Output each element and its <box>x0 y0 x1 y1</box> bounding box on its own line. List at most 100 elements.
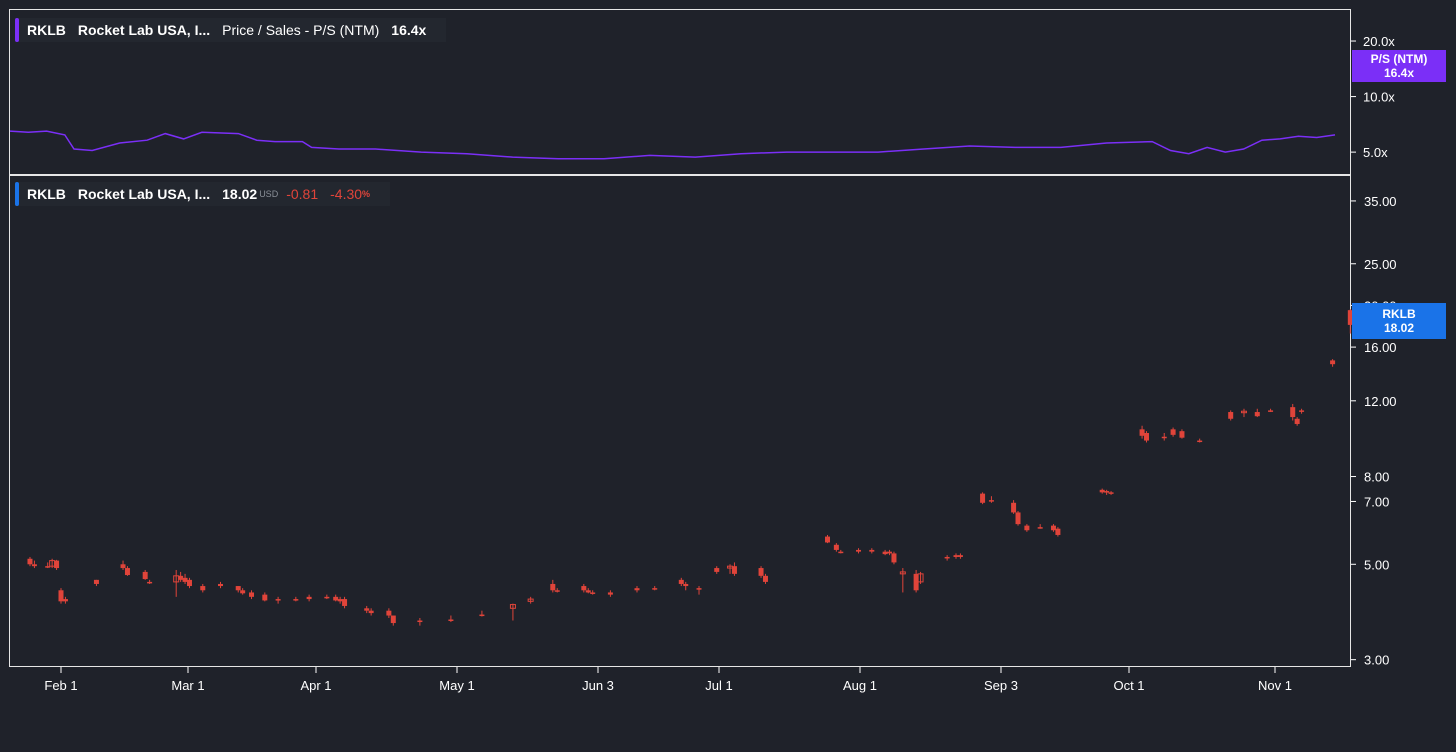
candle-body <box>417 620 423 623</box>
price-axis-label: 5.00 <box>1364 557 1389 572</box>
candle-body <box>120 564 126 569</box>
candle-body <box>186 579 192 587</box>
candle-body <box>1228 412 1234 419</box>
candle-body <box>731 566 737 574</box>
candle-body <box>899 571 906 575</box>
price-chart-pane[interactable]: RKLB Rocket Lab USA, I... 18.02 USD -0.8… <box>9 175 1351 667</box>
candle-body <box>652 588 658 590</box>
candle-body <box>293 599 299 601</box>
candle-body <box>368 610 374 614</box>
candle-body <box>1240 410 1247 414</box>
price-axis-label: 7.00 <box>1364 494 1389 509</box>
candle-body <box>178 575 184 580</box>
date-axis-label: Sep 3 <box>984 678 1018 693</box>
ps-axis-label: 20.0x <box>1363 34 1395 49</box>
date-axis-label: Apr 1 <box>300 678 331 693</box>
ps-chart-pane[interactable]: RKLB Rocket Lab USA, I... Price / Sales … <box>9 9 1351 175</box>
candle-body <box>825 536 831 543</box>
candle-body <box>1104 491 1110 493</box>
candle-body <box>93 579 99 584</box>
candle-body <box>62 599 68 602</box>
candle-body <box>1330 360 1336 365</box>
candle-body <box>240 590 246 594</box>
candle-body <box>634 588 640 591</box>
candle-body <box>1037 527 1043 529</box>
candle-body <box>390 615 396 624</box>
candle-body <box>891 553 897 563</box>
candle-body <box>833 544 839 550</box>
candle-body <box>479 614 485 617</box>
candle-body <box>527 598 534 602</box>
candle-body <box>218 583 224 587</box>
price-legend-currency: USD <box>259 189 279 199</box>
ps-series-color-marker <box>15 18 19 42</box>
ps-line-series <box>9 130 1336 160</box>
date-axis-label: Aug 1 <box>843 678 877 693</box>
candle-body <box>509 604 516 609</box>
candle-body <box>1170 429 1176 435</box>
candle-body <box>683 583 689 587</box>
candle-body <box>696 588 702 590</box>
price-axis-label: 35.00 <box>1364 194 1397 209</box>
candle-body <box>249 592 255 597</box>
date-axis-label: Jun 3 <box>582 678 614 693</box>
price-axis-label: 8.00 <box>1364 470 1389 485</box>
candle-body <box>1254 412 1260 417</box>
date-axis-label: Nov 1 <box>1258 678 1292 693</box>
candle-body <box>957 555 963 557</box>
candle-body <box>324 596 330 599</box>
price-legend-change: -0.81 <box>286 186 319 202</box>
candle-body <box>1161 436 1167 439</box>
ps-last-value-badge: P/S (NTM) 16.4x <box>1352 50 1446 82</box>
price-badge-ticker: RKLB <box>1382 307 1416 321</box>
candle-body <box>1347 310 1353 325</box>
price-legend-ticker: RKLB <box>27 186 66 202</box>
ps-legend[interactable]: RKLB Rocket Lab USA, I... Price / Sales … <box>15 18 447 42</box>
candle-body <box>147 581 153 584</box>
candle-body <box>1015 512 1021 525</box>
candle-body <box>869 549 875 552</box>
candle-body <box>913 573 919 591</box>
candle-body <box>980 493 986 503</box>
candle-body <box>182 577 188 582</box>
candle-body <box>678 579 684 584</box>
candle-body <box>342 599 348 606</box>
candle-body <box>31 564 37 567</box>
candle-body <box>333 596 339 601</box>
candle-body <box>1099 489 1105 493</box>
candle-body <box>1290 407 1296 418</box>
candle-body <box>54 560 60 569</box>
candle-body <box>235 586 241 591</box>
price-series-color-marker <box>15 182 19 206</box>
price-axis-label: 25.00 <box>1364 257 1397 272</box>
candle-body <box>306 596 312 600</box>
date-axis-label: Mar 1 <box>171 678 204 693</box>
ps-legend-ticker: RKLB <box>27 22 66 38</box>
candle-body <box>944 556 950 559</box>
price-legend-last: 18.02 <box>222 186 258 202</box>
candle-body <box>1139 429 1145 436</box>
candle-body <box>27 558 33 565</box>
candle-body <box>1197 440 1203 443</box>
ps-legend-metric: Price / Sales - P/S (NTM) <box>222 22 380 38</box>
candle-body <box>554 590 560 592</box>
candle-body <box>262 594 268 601</box>
candle-body <box>917 573 924 583</box>
candle-body <box>364 608 370 611</box>
candle-body <box>585 590 591 593</box>
price-legend-pct-unit: % <box>362 189 371 199</box>
candle-body <box>386 610 392 616</box>
candle-body <box>1011 502 1017 513</box>
ps-badge-value: 16.4x <box>1383 66 1415 80</box>
candle-body <box>200 586 206 591</box>
date-axis-label: Oct 1 <box>1113 678 1144 693</box>
candle-body <box>838 551 844 554</box>
candle-body <box>590 592 596 594</box>
candle-body <box>1179 431 1185 438</box>
price-legend[interactable]: RKLB Rocket Lab USA, I... 18.02 USD -0.8… <box>15 182 391 206</box>
ps-legend-company: Rocket Lab USA, I... <box>77 22 211 38</box>
candle-body <box>45 566 51 568</box>
candle-body <box>856 549 862 552</box>
ps-legend-value: 16.4x <box>391 22 427 38</box>
